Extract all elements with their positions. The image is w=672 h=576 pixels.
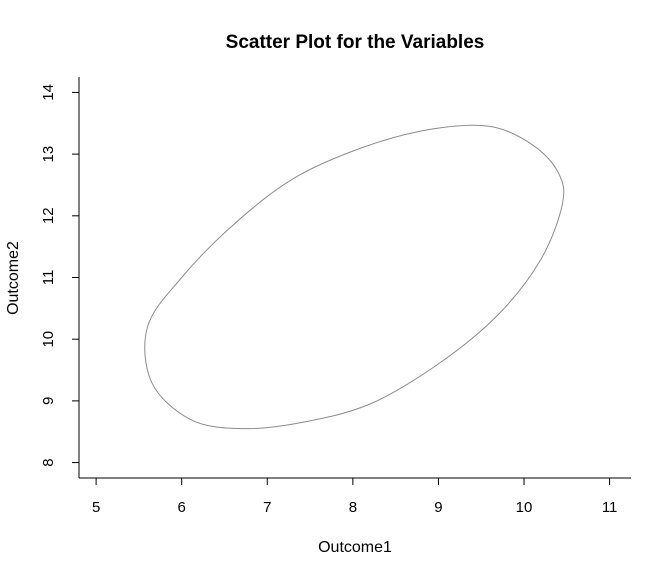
chart-title: Scatter Plot for the Variables bbox=[226, 32, 485, 53]
y-tick-label: 13 bbox=[40, 146, 57, 163]
x-tick-label: 5 bbox=[92, 499, 100, 516]
x-tick-label: 8 bbox=[349, 499, 357, 516]
y-tick-label: 10 bbox=[40, 331, 57, 348]
x-tick-label: 7 bbox=[263, 499, 271, 516]
y-tick-label: 12 bbox=[40, 207, 57, 224]
x-tick-label: 9 bbox=[434, 499, 442, 516]
y-axis-ticks: 8 9 10 11 12 13 14 bbox=[40, 84, 79, 467]
x-tick-label: 10 bbox=[516, 499, 533, 516]
y-tick-label: 9 bbox=[40, 397, 57, 405]
y-axis-title: Outcome2 bbox=[5, 241, 22, 315]
y-tick-label: 11 bbox=[40, 270, 57, 286]
axes bbox=[78, 77, 631, 479]
confidence-ellipse bbox=[144, 124, 565, 430]
x-axis-title: Outcome1 bbox=[318, 539, 392, 556]
y-tick-label: 8 bbox=[40, 458, 57, 466]
y-tick-label: 14 bbox=[40, 84, 57, 101]
x-axis-ticks: 5 6 7 8 9 10 11 bbox=[92, 478, 617, 516]
x-tick-label: 6 bbox=[178, 499, 186, 516]
x-tick-label: 11 bbox=[602, 499, 618, 516]
